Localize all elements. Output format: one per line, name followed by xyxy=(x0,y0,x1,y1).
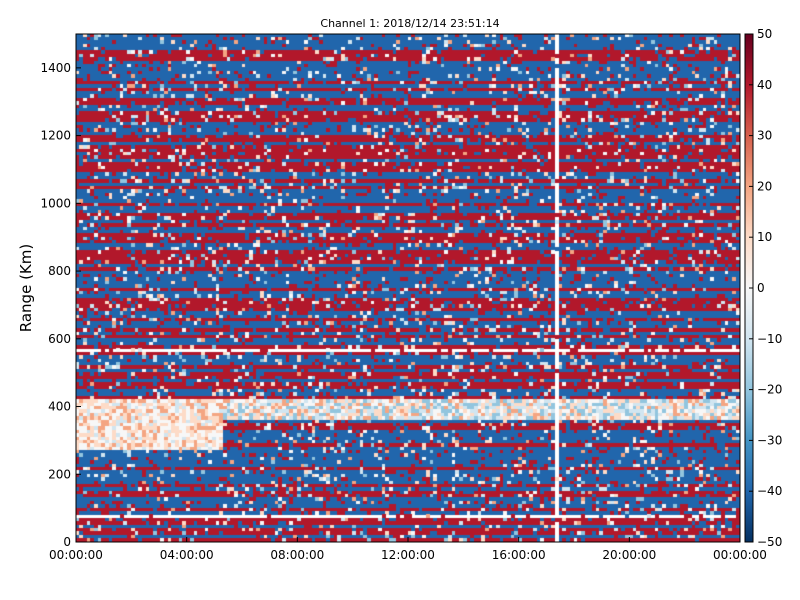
colorbar-tick-label: 40 xyxy=(757,78,772,92)
x-tick-label: 00:00:00 xyxy=(49,548,103,562)
y-axis-label: Range (Km) xyxy=(17,244,35,332)
y-tick-label: 0 xyxy=(63,535,71,549)
x-tick-label: 00:00:00 xyxy=(713,548,767,562)
y-tick-label: 200 xyxy=(48,467,71,481)
y-tick-label: 1400 xyxy=(40,61,71,75)
x-tick-label: 12:00:00 xyxy=(381,548,435,562)
heatmap-cells xyxy=(76,34,740,542)
chart-title: Channel 1: 2018/12/14 23:51:14 xyxy=(320,17,499,30)
colorbar-tick-label: 30 xyxy=(757,129,772,143)
plot-area xyxy=(76,34,740,542)
colorbar-tick-label: −20 xyxy=(757,383,782,397)
x-axis: 00:00:00 04:00:00 08:00:00 12:00:00 16:00:00… xyxy=(49,537,767,562)
colorbar-tick-label: 10 xyxy=(757,230,772,244)
x-tick-label: 20:00:00 xyxy=(602,548,656,562)
y-tick-label: 1000 xyxy=(40,196,71,210)
colorbar-ticks: 50 40 30 20 10 0 −10 −20 −30 −40 −50 xyxy=(749,27,782,549)
y-tick-label: 400 xyxy=(48,400,71,414)
x-tick-label: 16:00:00 xyxy=(492,548,546,562)
colorbar-tick-label: −30 xyxy=(757,433,782,447)
colorbar-tick-label: 20 xyxy=(757,179,772,193)
colorbar-tick-label: −50 xyxy=(757,535,782,549)
y-tick-label: 1200 xyxy=(40,129,71,143)
colorbar-tick-label: −10 xyxy=(757,332,782,346)
x-tick-label: 04:00:00 xyxy=(160,548,214,562)
y-tick-label: 800 xyxy=(48,264,71,278)
colorbar-tick-label: 0 xyxy=(757,281,765,295)
y-tick-label: 600 xyxy=(48,332,71,346)
colorbar-tick-label: 50 xyxy=(757,27,772,41)
y-axis: 0 200 400 600 800 1000 1200 1400 xyxy=(40,61,81,549)
x-tick-label: 08:00:00 xyxy=(270,548,324,562)
colorbar-tick-label: −40 xyxy=(757,484,782,498)
